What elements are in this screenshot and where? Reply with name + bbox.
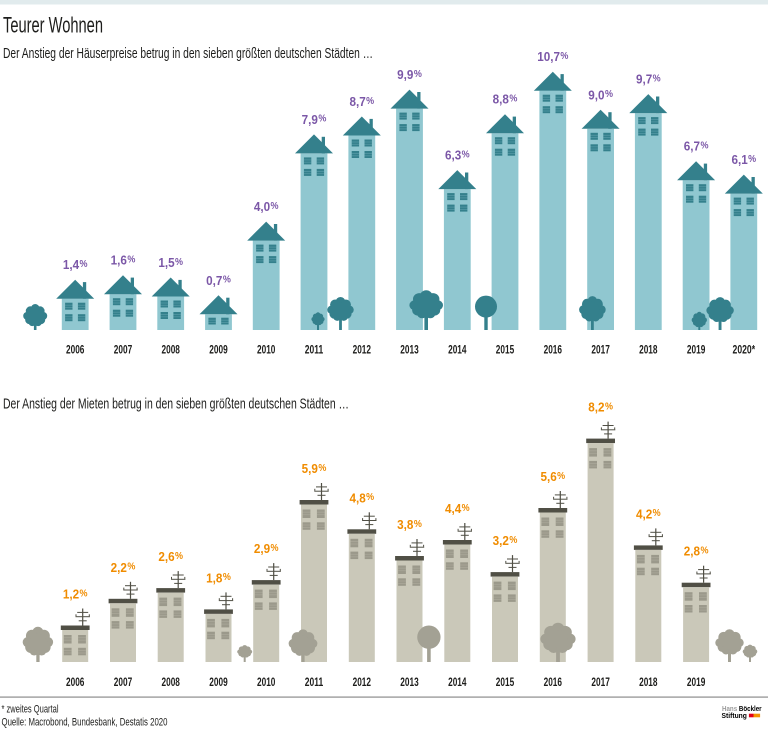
svg-text:Der Anstieg der Mieten betrug: Der Anstieg der Mieten betrug in den sie… (3, 397, 349, 413)
svg-text:2013: 2013 (400, 342, 419, 356)
svg-text:2,9%: 2,9% (254, 542, 279, 557)
svg-text:8,8%: 8,8% (493, 92, 518, 107)
svg-text:2008: 2008 (162, 342, 181, 356)
svg-text:2018: 2018 (639, 675, 658, 689)
svg-text:0,7%: 0,7% (206, 273, 231, 288)
svg-text:8,7%: 8,7% (349, 94, 374, 109)
svg-text:1,8%: 1,8% (206, 571, 231, 586)
svg-text:2007: 2007 (114, 342, 133, 356)
svg-text:2012: 2012 (353, 342, 372, 356)
svg-text:2006: 2006 (66, 342, 85, 356)
svg-text:2,8%: 2,8% (684, 544, 709, 559)
svg-text:2018: 2018 (639, 342, 658, 356)
svg-text:Der Anstieg der Häuserpreise b: Der Anstieg der Häuserpreise betrug in d… (3, 46, 373, 62)
svg-text:2020*: 2020* (733, 342, 756, 356)
svg-text:2014: 2014 (448, 342, 467, 356)
svg-text:5,6%: 5,6% (540, 469, 565, 484)
svg-text:2009: 2009 (209, 342, 228, 356)
svg-text:4,4%: 4,4% (445, 501, 470, 516)
svg-text:2019: 2019 (687, 342, 706, 356)
svg-text:3,8%: 3,8% (397, 517, 422, 532)
svg-text:2006: 2006 (66, 675, 85, 689)
svg-text:2012: 2012 (353, 675, 372, 689)
svg-text:4,2%: 4,2% (636, 507, 661, 522)
svg-text:9,0%: 9,0% (588, 88, 613, 103)
svg-text:2,2%: 2,2% (111, 560, 136, 575)
svg-text:2015: 2015 (496, 342, 515, 356)
svg-text:Hans Böckler: Hans Böckler (722, 706, 762, 713)
svg-text:2015: 2015 (496, 675, 515, 689)
svg-text:8,2%: 8,2% (588, 400, 613, 415)
svg-text:4,8%: 4,8% (349, 491, 374, 506)
svg-text:2008: 2008 (162, 675, 181, 689)
svg-text:10,7%: 10,7% (537, 50, 569, 65)
svg-text:Quelle: Macrobond, Bundesbank,: Quelle: Macrobond, Bundesbank, Destatis … (2, 716, 168, 728)
svg-text:2016: 2016 (544, 342, 563, 356)
svg-text:Teurer Wohnen: Teurer Wohnen (3, 13, 103, 38)
svg-text:1,4%: 1,4% (63, 258, 88, 273)
svg-text:2011: 2011 (305, 675, 324, 689)
svg-text:Stiftung: Stiftung (722, 713, 747, 720)
svg-text:3,2%: 3,2% (493, 534, 518, 549)
svg-text:* zweites Quartal: * zweites Quartal (2, 703, 59, 715)
svg-text:2,6%: 2,6% (158, 550, 183, 565)
svg-text:2017: 2017 (591, 675, 610, 689)
svg-text:9,7%: 9,7% (636, 72, 661, 87)
svg-text:2010: 2010 (257, 342, 276, 356)
svg-text:1,6%: 1,6% (111, 253, 136, 268)
svg-text:6,1%: 6,1% (731, 153, 756, 168)
svg-text:6,7%: 6,7% (684, 139, 709, 154)
svg-text:2010: 2010 (257, 675, 276, 689)
svg-text:1,5%: 1,5% (158, 255, 183, 270)
svg-text:4,0%: 4,0% (254, 200, 279, 215)
svg-text:2013: 2013 (400, 675, 419, 689)
svg-text:2014: 2014 (448, 675, 467, 689)
svg-text:2011: 2011 (305, 342, 324, 356)
svg-text:2017: 2017 (591, 342, 610, 356)
svg-text:2019: 2019 (687, 675, 706, 689)
svg-text:6,3%: 6,3% (445, 148, 470, 163)
svg-text:7,9%: 7,9% (302, 112, 327, 127)
svg-text:2009: 2009 (209, 675, 228, 689)
svg-text:1,2%: 1,2% (63, 587, 88, 602)
svg-text:2007: 2007 (114, 675, 133, 689)
svg-text:5,9%: 5,9% (302, 461, 327, 476)
svg-text:9,9%: 9,9% (397, 68, 422, 83)
svg-text:2016: 2016 (544, 675, 563, 689)
